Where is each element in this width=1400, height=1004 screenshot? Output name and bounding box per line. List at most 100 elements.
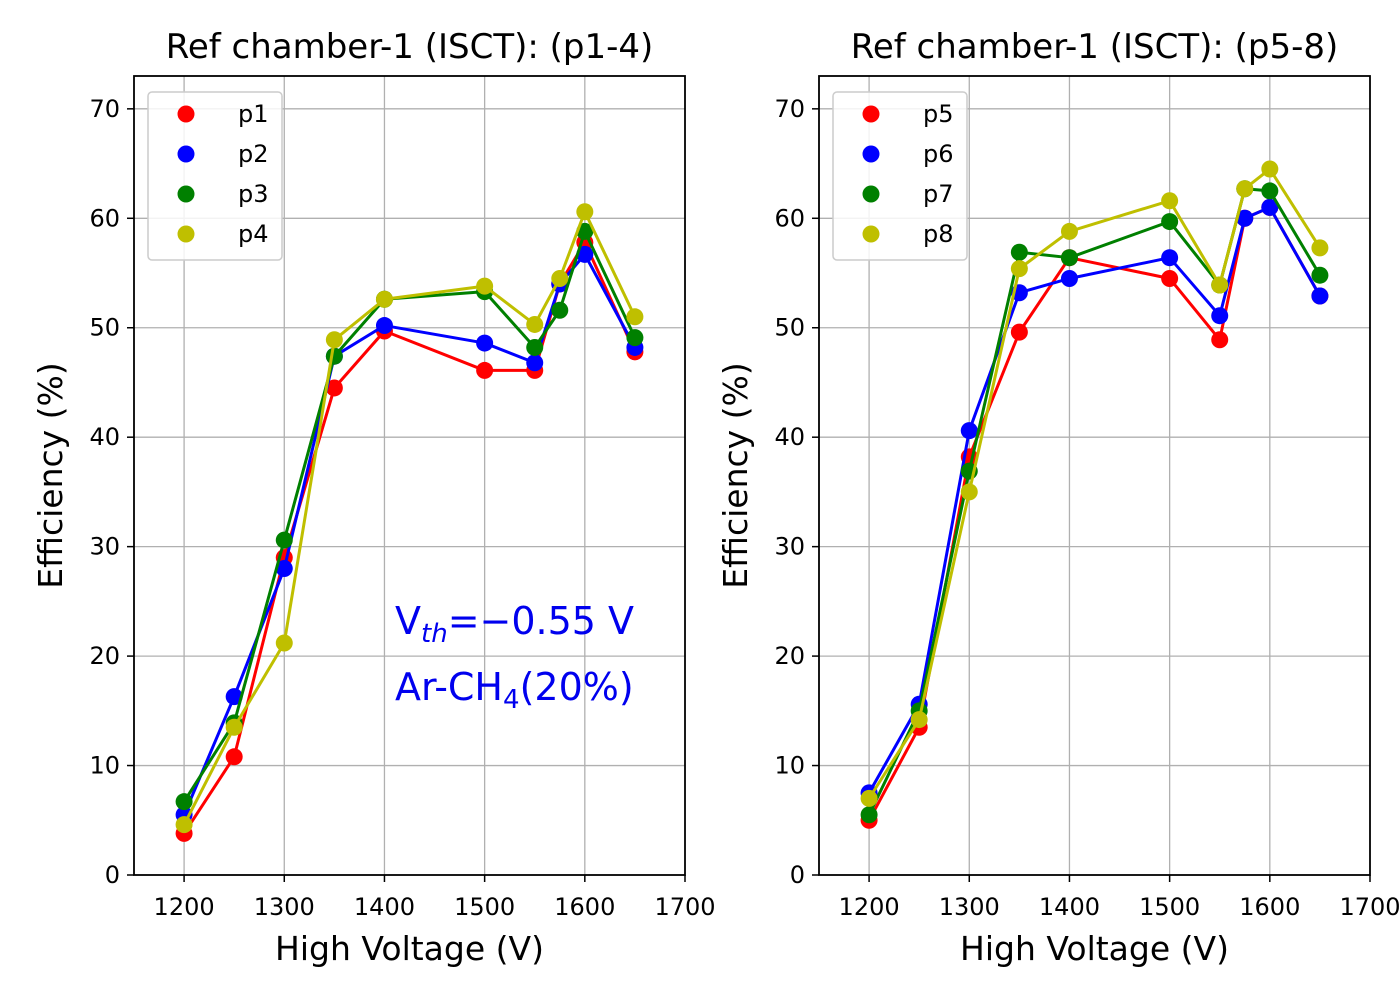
x-axis-label: High Voltage (V) bbox=[275, 929, 544, 968]
series-line-p3 bbox=[182, 229, 637, 803]
data-point-p4 bbox=[275, 634, 293, 652]
data-point-p7 bbox=[1261, 182, 1279, 200]
annotation-threshold-base: V bbox=[395, 599, 421, 643]
y-tick-label: 30 bbox=[89, 533, 120, 561]
data-point-p8 bbox=[1161, 192, 1179, 210]
chart-panel-left: 1200 1300 1400 1500 1600 1700 0 10 20 30 40 50 60 70 R… bbox=[31, 27, 716, 968]
data-point-p1 bbox=[476, 361, 494, 379]
legend-marker-p2 bbox=[177, 145, 195, 163]
data-point-p6 bbox=[1311, 287, 1329, 305]
legend-label-p6: p6 bbox=[923, 140, 954, 168]
data-point-p6 bbox=[1161, 249, 1179, 267]
data-point-p8 bbox=[1010, 260, 1028, 278]
series-line-p8 bbox=[867, 167, 1322, 800]
y-tick-label: 40 bbox=[89, 423, 120, 451]
chart-title: Ref chamber-1 (ISCT): (p1-4) bbox=[166, 27, 654, 67]
data-point-p4 bbox=[225, 718, 243, 736]
data-point-p5 bbox=[1010, 323, 1028, 341]
annotation-gas-base: Ar-CH bbox=[395, 665, 503, 709]
data-point-p4 bbox=[375, 290, 393, 308]
y-tick-label: 0 bbox=[105, 861, 120, 889]
data-point-p8 bbox=[1211, 276, 1229, 294]
x-tick-label: 1300 bbox=[254, 893, 315, 921]
data-point-p8 bbox=[1261, 160, 1279, 178]
legend-box bbox=[147, 91, 283, 261]
y-tick-label: 60 bbox=[89, 204, 120, 232]
annotation-threshold-value: =−0.55 V bbox=[448, 599, 634, 643]
y-tick-label: 70 bbox=[774, 95, 805, 123]
legend-label-p8: p8 bbox=[923, 220, 954, 248]
data-point-p8 bbox=[960, 483, 978, 501]
data-point-p3 bbox=[626, 329, 644, 347]
data-point-p2 bbox=[225, 688, 243, 706]
data-point-p5 bbox=[1211, 331, 1229, 349]
legend-label-p7: p7 bbox=[923, 180, 954, 208]
data-point-p1 bbox=[225, 748, 243, 766]
data-point-p3 bbox=[175, 793, 193, 811]
data-point-p3 bbox=[325, 347, 343, 365]
x-tick-label: 1500 bbox=[454, 893, 515, 921]
x-tick-label: 1600 bbox=[554, 893, 615, 921]
series-line-p4 bbox=[182, 210, 637, 826]
data-point-p8 bbox=[1060, 222, 1078, 240]
chart-title: Ref chamber-1 (ISCT): (p5-8) bbox=[851, 27, 1339, 67]
data-point-p6 bbox=[1211, 307, 1229, 325]
x-tick-label: 1200 bbox=[839, 893, 900, 921]
x-tick-label: 1400 bbox=[1039, 893, 1100, 921]
data-point-p4 bbox=[175, 816, 193, 834]
data-point-p6 bbox=[960, 422, 978, 440]
data-point-p4 bbox=[551, 269, 569, 287]
x-tick-label: 1700 bbox=[654, 893, 715, 921]
data-point-p6 bbox=[1060, 269, 1078, 287]
y-tick-label: 10 bbox=[89, 752, 120, 780]
data-point-p1 bbox=[325, 379, 343, 397]
x-tick-label: 1600 bbox=[1239, 893, 1300, 921]
data-point-p4 bbox=[576, 203, 594, 221]
series-line-p6 bbox=[867, 205, 1322, 794]
legend-label-p4: p4 bbox=[238, 220, 269, 248]
data-point-p2 bbox=[576, 245, 594, 263]
legend-label-p3: p3 bbox=[238, 180, 269, 208]
x-tick-label: 1700 bbox=[1339, 893, 1400, 921]
data-point-p8 bbox=[910, 711, 928, 729]
legend-label-p1: p1 bbox=[238, 100, 269, 128]
data-point-p2 bbox=[375, 317, 393, 335]
data-point-p3 bbox=[275, 531, 293, 549]
annotation-threshold: Vth=−0.55 V bbox=[395, 599, 634, 649]
legend-box bbox=[832, 91, 968, 261]
data-point-p7 bbox=[1311, 266, 1329, 284]
plot-frame bbox=[818, 75, 1371, 876]
legend-marker-p7 bbox=[862, 185, 880, 203]
data-point-p8 bbox=[860, 789, 878, 807]
series-line-p1 bbox=[182, 240, 637, 835]
annotation-gas-fraction: (20%) bbox=[520, 665, 634, 709]
data-point-p7 bbox=[1060, 249, 1078, 267]
x-axis-label: High Voltage (V) bbox=[960, 929, 1229, 968]
chart-panel-right: 1200 1300 1400 1500 1600 1700 0 10 20 30 40 50 60 70 R… bbox=[716, 27, 1400, 968]
y-tick-label: 40 bbox=[774, 423, 805, 451]
data-point-p6 bbox=[1236, 209, 1254, 227]
y-tick-label: 10 bbox=[774, 752, 805, 780]
data-point-p3 bbox=[551, 301, 569, 319]
x-tick-label: 1300 bbox=[939, 893, 1000, 921]
data-point-p6 bbox=[1261, 198, 1279, 216]
data-point-p3 bbox=[526, 338, 544, 356]
data-point-p7 bbox=[1010, 243, 1028, 261]
data-point-p2 bbox=[526, 354, 544, 372]
annotation-gas-subscript: 4 bbox=[503, 685, 520, 715]
data-point-p2 bbox=[275, 560, 293, 578]
series-line-p7 bbox=[867, 187, 1322, 816]
y-tick-label: 20 bbox=[89, 642, 120, 670]
plot-frame bbox=[133, 75, 686, 876]
y-axis-label: Efficiency (%) bbox=[31, 362, 70, 589]
y-tick-label: 50 bbox=[774, 314, 805, 342]
y-tick-label: 50 bbox=[89, 314, 120, 342]
annotation-gas: Ar-CH4(20%) bbox=[395, 665, 634, 715]
x-tick-label: 1400 bbox=[354, 893, 415, 921]
y-tick-label: 0 bbox=[790, 861, 805, 889]
legend-marker-p1 bbox=[177, 105, 195, 123]
y-tick-label: 60 bbox=[774, 204, 805, 232]
series-line-p2 bbox=[182, 252, 637, 816]
x-tick-label: 1500 bbox=[1139, 893, 1200, 921]
